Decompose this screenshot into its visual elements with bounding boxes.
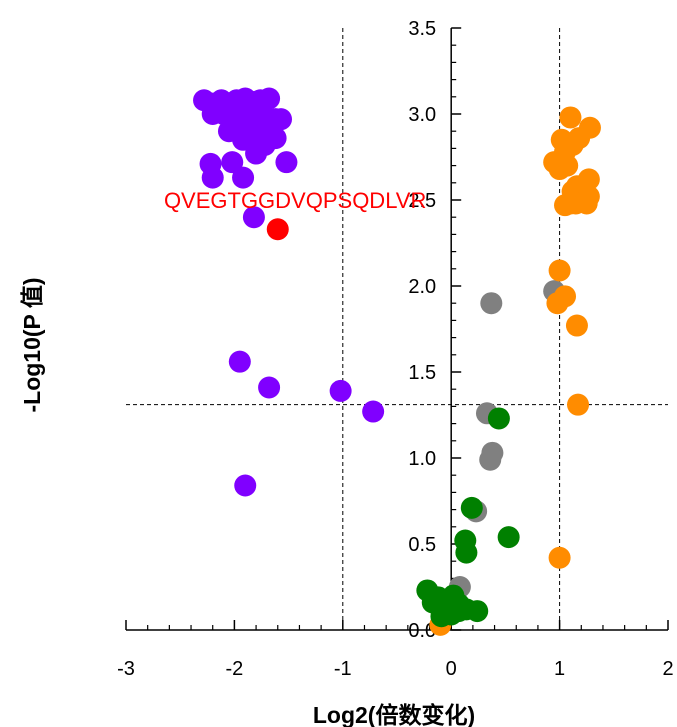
y-tick-label: 1.0	[408, 448, 436, 470]
scatter-point	[275, 151, 298, 174]
axes: 0.00.51.01.52.02.53.03.5-3 -2 -1 0 1 2	[117, 18, 673, 680]
point-annotation-label: QVEGTGGDVQPSQDLVR	[164, 188, 426, 213]
scatter-point	[221, 151, 244, 174]
scatter-point	[264, 127, 287, 150]
scatter-point	[201, 166, 224, 189]
scatter-point	[245, 142, 268, 165]
y-tick-label: 2.0	[408, 276, 436, 298]
scatter-point	[480, 292, 503, 315]
x-tick-label: -1	[334, 658, 352, 680]
y-tick-label: 0.5	[408, 534, 436, 556]
y-tick-label: 2.5	[408, 190, 436, 212]
scatter-point	[575, 192, 598, 215]
scatter-point	[568, 127, 591, 150]
scatter-point	[258, 376, 281, 399]
x-tick-label: -2	[226, 658, 244, 680]
scatter-point	[548, 546, 571, 569]
scatter-point	[487, 407, 510, 430]
scatter-point	[266, 218, 289, 241]
x-tick-label: 2	[662, 658, 673, 680]
scatter-point	[565, 314, 588, 337]
y-tick-label: 3.5	[408, 18, 436, 40]
scatter-point	[242, 206, 265, 229]
scatter-point	[479, 448, 502, 471]
scatter-point	[556, 154, 579, 177]
scatter-point	[447, 600, 470, 623]
x-tick-label: 0	[446, 658, 457, 680]
x-tick-label: 1	[554, 658, 565, 680]
scatter-point	[234, 474, 257, 497]
scatter-point	[567, 393, 590, 416]
scatter-point	[497, 526, 520, 549]
scatter-point	[466, 600, 489, 623]
scatter-point	[546, 292, 569, 315]
x-tick-label: -3	[117, 658, 135, 680]
scatter-point	[329, 379, 352, 402]
scatter-point	[460, 496, 483, 519]
scatter-point	[232, 166, 255, 189]
scatter-point	[559, 106, 582, 129]
scatter-point	[548, 259, 571, 282]
scatter-point	[362, 400, 385, 423]
x-axis-title: Log2(倍数变化)	[313, 702, 475, 727]
scatter-point	[228, 350, 251, 373]
y-tick-label: 1.5	[408, 362, 436, 384]
scatter-point	[455, 541, 478, 564]
data-points	[193, 87, 601, 636]
annotations: QVEGTGGDVQPSQDLVR	[164, 188, 426, 213]
y-tick-label: 3.0	[408, 104, 436, 126]
y-axis-title: -Log10(P 值)	[19, 277, 45, 412]
